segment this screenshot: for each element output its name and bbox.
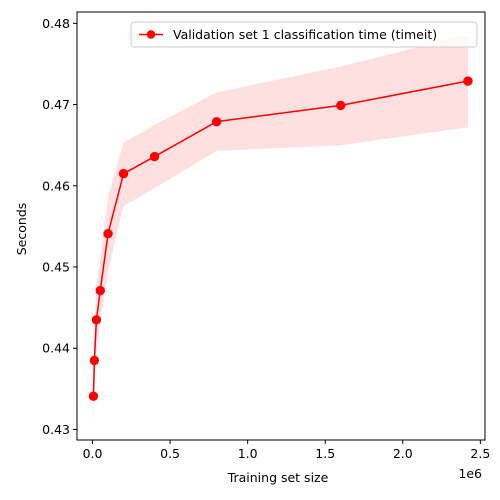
data-point: [103, 229, 113, 239]
axes: 0.0 0.5 1.0 1.5 2.0 2.5 0.43 0.44 0.45 0.46 0.47 0.…: [42, 11, 490, 461]
axes-frame: [76, 11, 486, 441]
x-tick-label: 2.5: [470, 446, 490, 461]
y-axis-label: Seconds: [14, 203, 29, 256]
y-tick-label: 0.46: [42, 178, 70, 193]
data-point: [211, 116, 222, 127]
y-tick-label: 0.47: [42, 97, 70, 112]
legend-label: Validation set 1 classification time (ti…: [173, 27, 437, 42]
legend: Validation set 1 classification time (ti…: [130, 21, 478, 48]
series-band: [93, 34, 468, 423]
x-tick-label: 0.5: [160, 446, 180, 461]
y-tick-label: 0.44: [42, 341, 70, 356]
data-point: [95, 285, 105, 296]
data-point: [149, 151, 160, 162]
y-tick-label: 0.48: [42, 16, 70, 31]
data-point: [118, 168, 129, 179]
x-axis-label: Training set size: [227, 470, 329, 485]
data-point: [91, 315, 102, 325]
x-tick-label: 2.0: [393, 446, 413, 461]
x-tick-label: 1.0: [238, 446, 258, 461]
data-point: [463, 76, 473, 86]
y-tick-label: 0.43: [42, 422, 70, 437]
plot-area: [88, 34, 473, 423]
x-axis-offset-label: 1e6: [458, 466, 482, 481]
series-line: [92, 80, 469, 397]
y-tick-label: 0.45: [42, 260, 70, 275]
x-tick-label: 0.0: [83, 446, 103, 461]
legend-marker: [146, 30, 156, 39]
data-point: [336, 100, 346, 111]
x-tick-label: 1.5: [315, 446, 335, 461]
data-point: [88, 391, 99, 401]
data-point: [89, 355, 100, 366]
legend-box: [130, 21, 478, 48]
